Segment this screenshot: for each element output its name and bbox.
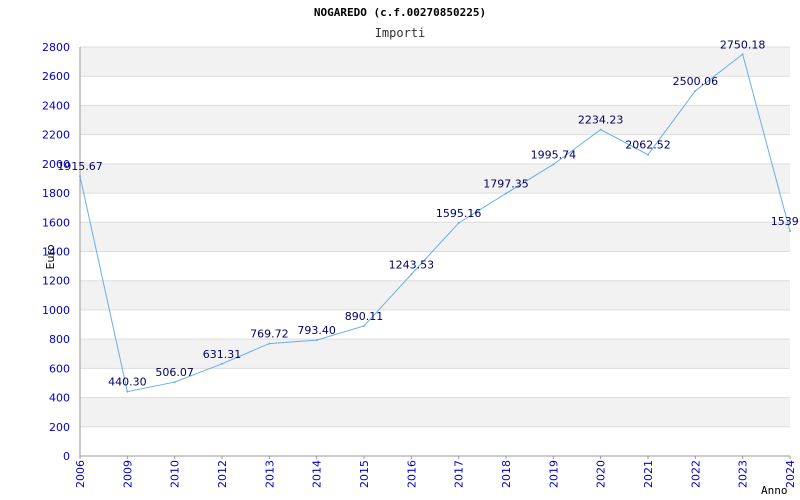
data-label: 1243.53 (389, 258, 435, 271)
grid-band (80, 309, 790, 340)
data-label: 890.11 (345, 310, 384, 323)
y-tick-label: 2600 (42, 70, 70, 83)
data-label: 793.40 (297, 324, 336, 337)
data-point (552, 163, 555, 166)
data-point (505, 192, 507, 195)
grid-band (80, 163, 790, 194)
x-tick-label: 2012 (216, 460, 229, 488)
data-label: 440.30 (108, 376, 147, 389)
y-tick-label: 1800 (42, 187, 70, 200)
x-tick-label: 2019 (547, 460, 560, 488)
data-point (694, 89, 697, 92)
data-label: 506.07 (155, 366, 194, 379)
data-point (647, 153, 649, 156)
chart-subtitle: Importi (375, 26, 426, 40)
data-label: 2062.52 (625, 139, 671, 152)
y-tick-label: 2800 (42, 41, 70, 54)
data-labels: 1915.67 440.30 506.07 631.31 769.72 793.40 890… (57, 38, 800, 388)
y-tick-label: 1400 (42, 246, 70, 259)
data-point (221, 362, 223, 365)
data-label: 1915.67 (57, 160, 103, 173)
y-tick-label: 1600 (42, 216, 70, 229)
grid-band (80, 397, 790, 427)
chart-title: NOGAREDO (c.f.00270850225) (314, 6, 486, 19)
y-tick-label: 1200 (42, 275, 70, 288)
x-tick-label: 2013 (263, 460, 276, 488)
y-tick-label: 800 (49, 333, 70, 346)
x-tick-label: 2006 (74, 460, 87, 488)
data-label: 2234.23 (578, 114, 624, 127)
data-point (126, 390, 129, 393)
x-tick-label: 2015 (358, 460, 371, 488)
data-point (79, 175, 81, 178)
x-tick-label: 2016 (405, 460, 418, 488)
x-tick-label: 2018 (500, 460, 513, 488)
x-axis: 2006 2009 2010 2012 2013 2014 2015 2016 2017 2018… (74, 455, 797, 488)
grid-band (80, 134, 790, 164)
x-tick-label: 2021 (642, 460, 655, 488)
y-axis-title: Euro (44, 244, 57, 269)
x-tick-label: 2014 (311, 460, 324, 488)
data-point (315, 339, 318, 342)
data-point (457, 221, 460, 224)
y-tick-label: 2400 (42, 99, 70, 112)
x-tick-label: 2009 (121, 460, 134, 488)
data-point (410, 273, 413, 276)
y-tick-label: 0 (63, 450, 70, 463)
data-label: 1595.16 (436, 207, 482, 220)
y-tick-label: 1000 (42, 304, 70, 317)
grid-band (80, 193, 790, 223)
data-point (741, 53, 744, 56)
data-label: 2500.06 (673, 75, 719, 88)
x-tick-label: 2024 (784, 460, 797, 488)
x-tick-label: 2022 (689, 460, 702, 488)
data-point (789, 230, 791, 233)
grid-band (80, 339, 790, 369)
x-tick-label: 2010 (169, 460, 182, 488)
data-point (599, 128, 602, 131)
data-point (363, 324, 365, 327)
data-label: 1797.35 (483, 177, 529, 190)
grid-band (80, 280, 790, 310)
x-tick-label: 2020 (595, 460, 608, 488)
data-point (268, 342, 271, 345)
grid-band (80, 76, 790, 106)
series-group (79, 53, 791, 393)
grid-bands (80, 46, 790, 457)
data-label: 631.31 (203, 348, 242, 361)
y-tick-label: 2000 (42, 158, 70, 171)
data-label: 1995.74 (531, 148, 577, 161)
data-label: 2750.18 (720, 38, 766, 51)
grid-band (80, 105, 790, 135)
y-axis: 0 200 400 600 800 1000 1200 1400 1600 1800 2000 220… (42, 41, 81, 463)
data-label: 769.72 (250, 328, 289, 341)
grid-band (80, 251, 790, 281)
grid-band (80, 47, 790, 77)
series-line (79, 53, 791, 393)
y-tick-label: 200 (49, 421, 70, 434)
data-point (173, 381, 176, 384)
y-tick-label: 2200 (42, 129, 70, 142)
x-axis-title: Anno (761, 484, 788, 497)
grid-band (80, 426, 790, 456)
y-tick-label: 400 (49, 392, 70, 405)
y-tick-label: 600 (49, 362, 70, 375)
grid-band (80, 222, 790, 252)
x-tick-label: 2023 (737, 460, 750, 488)
x-tick-label: 2017 (453, 460, 466, 488)
data-label: 1539.1 (771, 215, 800, 228)
